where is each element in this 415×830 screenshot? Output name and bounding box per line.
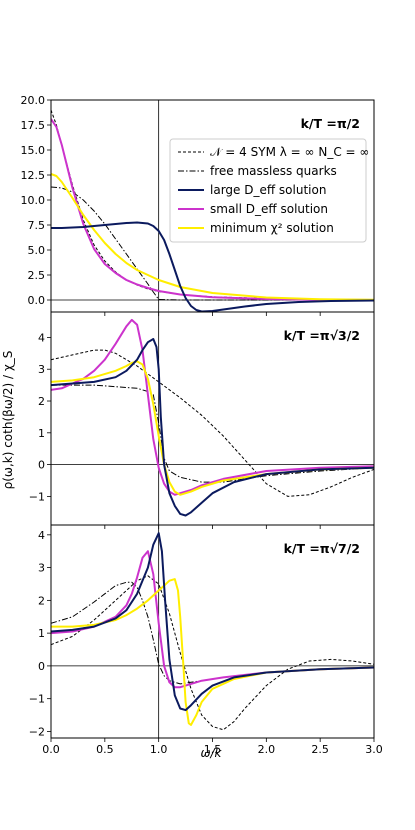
y-tick-label: 2: [38, 395, 45, 408]
legend-label: large D_eff solution: [210, 183, 326, 197]
series-line: [51, 318, 374, 496]
y-tick-label: 4: [38, 331, 45, 344]
y-tick-label: 15.0: [21, 144, 46, 157]
y-tick-label: 5.0: [28, 244, 46, 257]
x-tick-label: 0.0: [42, 743, 60, 756]
y-tick-label: 0: [38, 459, 45, 472]
series-line: [51, 532, 374, 712]
series-line: [51, 349, 374, 497]
series-line: [51, 575, 374, 731]
legend: 𝒩 = 4 SYM λ = ∞ N_C = ∞ free massless qua…: [169, 138, 369, 243]
series-line: [51, 578, 374, 726]
y-tick-label: 0: [38, 660, 45, 673]
y-tick-label: −1: [29, 490, 45, 503]
legend-label: 𝒩 = 4 SYM λ = ∞ N_C = ∞: [210, 145, 369, 159]
y-tick-label: 1: [38, 427, 45, 440]
series-line: [51, 338, 374, 517]
x-tick-label: 2.5: [311, 743, 329, 756]
series-line: [51, 173, 374, 301]
y-tick-label: −1: [29, 693, 45, 706]
panel-title: k/T =π√3/2: [284, 328, 360, 343]
y-tick-label: 3: [38, 363, 45, 376]
legend-label: small D_eff solution: [210, 202, 328, 216]
y-tick-label: 10.0: [21, 194, 46, 207]
x-tick-label: 0.5: [96, 743, 114, 756]
y-tick-label: 17.5: [21, 119, 46, 132]
y-tick-label: 2: [38, 594, 45, 607]
y-tick-label: 2.5: [28, 269, 46, 282]
x-tick-label: 1.5: [204, 743, 222, 756]
y-tick-label: 20.0: [21, 94, 46, 107]
y-tick-label: 7.5: [28, 219, 46, 232]
y-tick-label: 0.0: [28, 294, 46, 307]
legend-label: free massless quarks: [210, 164, 337, 178]
series-group: [51, 318, 374, 517]
series-line: [51, 360, 374, 496]
panel-2: −1 0 1 2 3 4 k/T =π√3/2: [29, 311, 375, 529]
series-group: [51, 532, 374, 731]
panel-3: −2 −1 0 1 2 3 4 0.0 0.5 1.0 1.5 2.0 2.5 3.0 k/T =π√7/2: [29, 524, 383, 756]
panel-frame: [50, 524, 375, 739]
panel-1: 0.0 2.5 5.0 7.5 10.0 12.5 15.0 17.5 20.0 k/T =π/2: [21, 94, 375, 316]
legend-label: minimum χ² solution: [210, 221, 334, 235]
panel-title: k/T =π/2: [301, 116, 360, 131]
y-tick-label: −2: [29, 725, 45, 738]
x-tick-label: 2.0: [258, 743, 276, 756]
y-tick-label: 1: [38, 627, 45, 640]
x-tick-label: 3.0: [365, 743, 383, 756]
x-tick-label: 1.0: [150, 743, 168, 756]
y-tick-label: 12.5: [21, 169, 46, 182]
series-line: [51, 118, 374, 301]
x-axis-label: ω/k: [200, 746, 222, 760]
series-line: [51, 221, 374, 312]
y-axis-label: ρ(ω,k) coth(βω/2) / χ_S: [1, 351, 15, 490]
series-line: [51, 550, 374, 689]
series-group: [51, 109, 374, 312]
legend-box: [169, 138, 367, 243]
y-tick-label: 3: [38, 562, 45, 575]
y-tick-label: 4: [38, 529, 45, 542]
panel-title: k/T =π√7/2: [284, 541, 360, 556]
